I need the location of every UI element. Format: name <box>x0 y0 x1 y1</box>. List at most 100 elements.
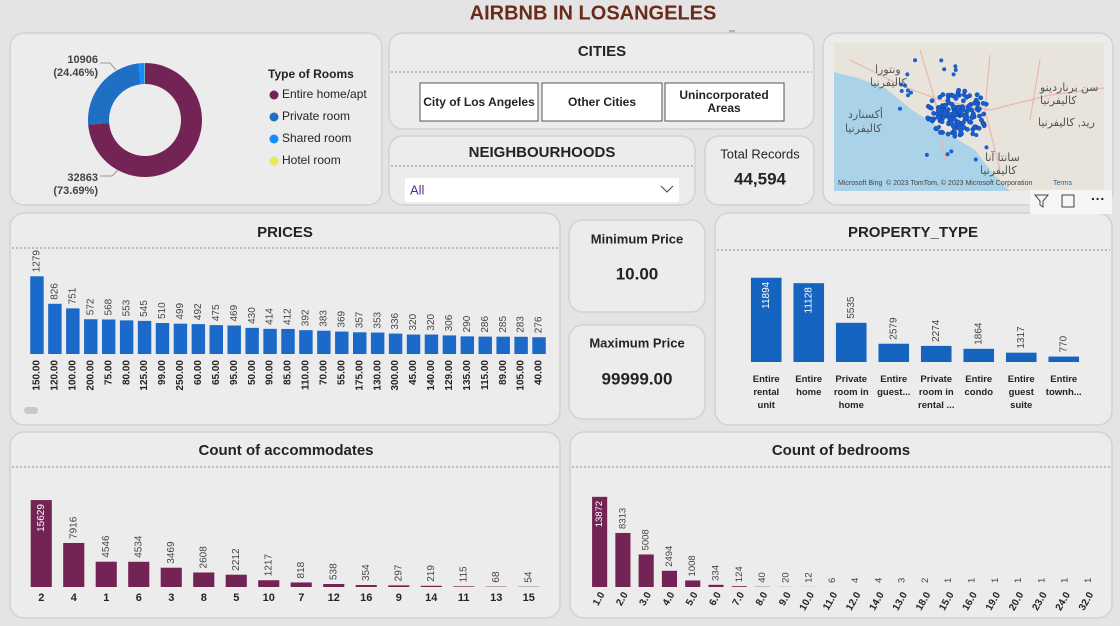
bar <box>48 303 62 354</box>
data-label: 1217 <box>263 554 274 577</box>
slicer-title: NEIGHBOURHOODS <box>469 144 616 161</box>
data-label: 1008 <box>687 555 698 576</box>
city-button[interactable] <box>664 82 785 122</box>
dropdown[interactable] <box>405 178 679 202</box>
data-label: 4 <box>873 578 884 583</box>
x-tick-label: 8 <box>201 592 207 604</box>
bar <box>225 574 247 587</box>
map-dot <box>981 111 987 117</box>
x-tick-label: 300.00 <box>390 360 401 391</box>
leader-line <box>100 169 119 177</box>
data-label: 2608 <box>198 546 209 569</box>
donut-slice <box>87 63 141 125</box>
bar <box>460 336 475 354</box>
data-label: 11894 <box>761 281 772 309</box>
chart-title: Count of accommodates <box>198 442 373 459</box>
data-label: 3469 <box>166 541 177 564</box>
x-tick-label: Entire home <box>795 374 822 398</box>
chart-title: PRICES <box>257 224 313 241</box>
map-dot <box>973 157 978 162</box>
map-attribution: © 2023 TomTom, © 2023 Microsoft Corporat… <box>886 179 1032 187</box>
x-tick-label: 80.00 <box>121 360 132 385</box>
data-label: 538 <box>328 563 339 580</box>
data-label: 4534 <box>133 535 144 558</box>
map-dot <box>964 94 970 100</box>
focus-icon[interactable] <box>1061 194 1075 208</box>
data-label: 1317 <box>1016 326 1027 349</box>
data-label: 54 <box>523 571 534 583</box>
map-dot <box>954 95 959 100</box>
x-tick-label: 3 <box>168 592 174 604</box>
data-label: 1279 <box>32 250 43 273</box>
map-dot <box>937 94 943 100</box>
scrollbar[interactable] <box>24 407 38 414</box>
map[interactable]: ونتورا كاليفرنيا سن برناردينو كاليفرنيا … <box>834 43 1105 191</box>
bar <box>835 322 867 362</box>
x-tick-label: 45.00 <box>408 360 419 385</box>
data-label: 1 <box>1036 578 1047 583</box>
bar <box>442 335 457 354</box>
map-dot <box>984 145 989 150</box>
x-tick-label: 90.00 <box>265 360 276 385</box>
filter-icon[interactable] <box>1033 194 1050 208</box>
bar <box>496 336 510 354</box>
map-roads <box>849 49 1105 171</box>
bar <box>708 584 724 587</box>
city-button[interactable] <box>541 82 663 122</box>
data-label: 1 <box>990 578 1001 583</box>
data-label: 276 <box>534 316 545 333</box>
data-label: 5535 <box>846 296 857 319</box>
data-label: 751 <box>67 287 78 304</box>
data-label: 336 <box>390 312 401 329</box>
data-label: 412 <box>283 308 294 325</box>
map-dot <box>949 149 954 154</box>
bar <box>335 331 349 354</box>
map-dot <box>956 87 962 93</box>
bar <box>388 333 403 354</box>
data-label: 286 <box>480 315 491 332</box>
data-label: 1 <box>1013 578 1024 583</box>
legend-label: Hotel room <box>282 153 341 167</box>
data-label: 320 <box>426 313 437 330</box>
x-tick-label: Entire rental unit <box>753 374 780 411</box>
map-label: سانتا آنا <box>985 150 1020 164</box>
max-card <box>568 324 706 420</box>
x-tick-label: 125.00 <box>139 360 150 391</box>
accommodates-panel <box>9 431 561 619</box>
x-tick-label: 60.00 <box>193 360 204 385</box>
data-label: 2212 <box>231 548 242 571</box>
map-dot <box>925 103 931 109</box>
data-label: 283 <box>516 316 527 333</box>
bar <box>128 561 150 587</box>
data-label: 545 <box>139 300 150 317</box>
map-dot <box>972 124 977 130</box>
bar <box>388 585 410 587</box>
min-card <box>568 219 706 313</box>
x-tick-label: 99.00 <box>157 360 168 385</box>
slicer-title: CITIES <box>578 43 626 60</box>
map-terms[interactable]: Terms <box>1053 180 1073 187</box>
map-dot <box>935 108 941 113</box>
map-dot <box>978 95 984 101</box>
more-icon[interactable]: ··· <box>1091 191 1105 207</box>
map-dot <box>939 119 945 125</box>
bar <box>119 320 134 354</box>
data-label: 1864 <box>973 322 984 345</box>
city-button[interactable] <box>419 82 539 122</box>
x-tick-label: 4 <box>71 592 78 604</box>
data-label: 320 <box>408 313 419 330</box>
data-label: 1 <box>967 578 978 583</box>
prices-panel <box>9 212 561 426</box>
data-label: 8313 <box>617 508 628 529</box>
card-label: Total Records <box>720 146 800 161</box>
map-dot <box>938 129 943 135</box>
bar <box>227 325 241 354</box>
map-label: أكسنارد <box>848 107 883 121</box>
bar <box>84 319 98 354</box>
map-label: كاليفرنيا <box>980 165 1017 177</box>
x-tick-label: 40.00 <box>534 360 545 385</box>
bar <box>299 330 313 354</box>
x-tick-label: 130.00 <box>372 360 383 391</box>
data-label: 826 <box>50 283 61 300</box>
